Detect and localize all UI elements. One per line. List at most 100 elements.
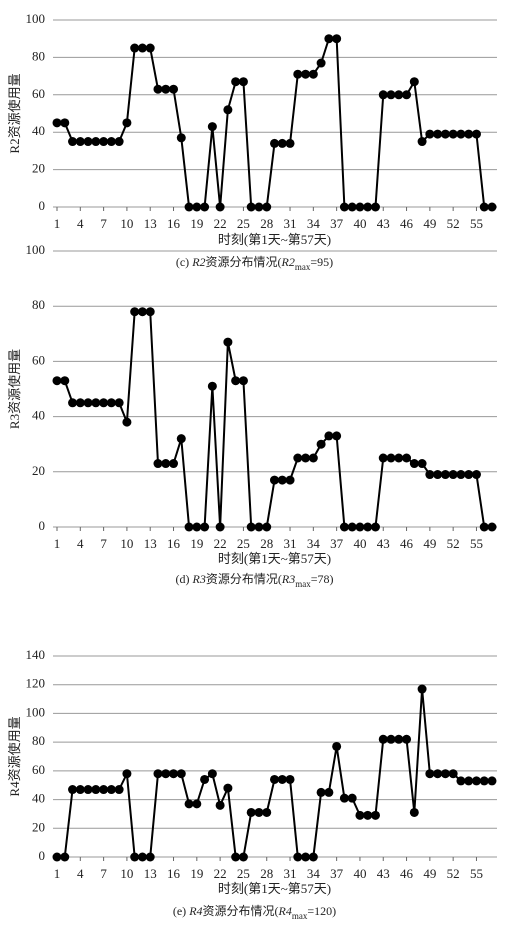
data-point (192, 522, 202, 532)
data-point (83, 785, 93, 795)
x-tick-label: 19 (190, 866, 203, 881)
y-tick-label: 40 (32, 408, 45, 423)
x-tick-label: 25 (237, 216, 250, 231)
x-tick-label: 46 (400, 216, 414, 231)
x-tick-label: 22 (214, 216, 227, 231)
data-point (425, 129, 435, 139)
data-point (378, 90, 388, 100)
data-point (487, 776, 497, 786)
data-point (215, 522, 225, 532)
data-point (332, 741, 342, 751)
data-point (479, 522, 489, 532)
data-point (355, 810, 365, 820)
data-point (122, 417, 132, 427)
data-point (386, 453, 396, 463)
caption-part: =120) (307, 904, 336, 918)
data-point (106, 785, 116, 795)
caption: (e) R4资源分布情况(R4max=120) (173, 904, 336, 921)
x-tick-label: 43 (377, 536, 390, 551)
data-point (137, 852, 147, 862)
x-tick-label: 40 (353, 216, 366, 231)
data-point (207, 122, 217, 132)
y-tick-label: 0 (39, 198, 46, 213)
data-point (479, 776, 489, 786)
data-point (153, 459, 163, 469)
y-tick-label: 80 (32, 48, 45, 63)
data-point (479, 202, 489, 212)
data-point (301, 852, 311, 862)
data-point (91, 785, 101, 795)
caption-part: (c) (176, 255, 192, 269)
x-tick-label: 1 (54, 536, 61, 551)
data-point (378, 734, 388, 744)
y-tick-label: 40 (32, 123, 45, 138)
data-point (231, 77, 241, 87)
x-tick-label: 55 (470, 536, 483, 551)
data-point (114, 785, 124, 795)
caption: (d) R3资源分布情况(R3max=78) (176, 572, 334, 589)
data-point (363, 522, 373, 532)
x-tick-label: 16 (167, 216, 181, 231)
data-point (448, 470, 458, 480)
data-point (293, 453, 303, 463)
x-tick-label: 16 (167, 536, 181, 551)
data-point (145, 852, 155, 862)
data-point (238, 376, 248, 386)
data-point (417, 684, 427, 694)
data-point (324, 34, 334, 44)
data-point (355, 202, 365, 212)
data-point (433, 129, 443, 139)
data-point (456, 129, 466, 139)
data-point (184, 202, 194, 212)
x-axis-label: 时刻(第1天~第57天) (218, 551, 331, 566)
x-tick-label: 52 (447, 866, 460, 881)
data-point (184, 522, 194, 532)
x-tick-label: 7 (100, 866, 107, 881)
data-point (316, 787, 326, 797)
x-tick-label: 31 (284, 536, 297, 551)
data-point (60, 376, 70, 386)
x-axis-label: 时刻(第1天~第57天) (218, 232, 331, 247)
data-line (57, 310, 492, 528)
data-point (293, 852, 303, 862)
data-point (254, 202, 264, 212)
x-tick-label: 37 (330, 866, 344, 881)
x-tick-label: 52 (447, 216, 460, 231)
data-point (409, 459, 419, 469)
x-tick-label: 49 (423, 216, 436, 231)
data-point (207, 381, 217, 391)
data-point (75, 785, 85, 795)
data-point (262, 807, 272, 817)
data-point (332, 431, 342, 441)
y-tick-label: 60 (32, 762, 45, 777)
x-tick-label: 4 (77, 866, 84, 881)
data-point (169, 459, 179, 469)
caption-part: (d) (176, 572, 193, 586)
caption-part: R2 (281, 255, 295, 269)
data-point (246, 522, 256, 532)
y-axis-label: R2资源使用量 (7, 73, 22, 153)
y-tick-label: 20 (32, 819, 45, 834)
data-point (339, 793, 349, 803)
data-point (207, 769, 217, 779)
data-point (440, 470, 450, 480)
x-tick-label: 22 (214, 866, 227, 881)
x-tick-label: 43 (377, 866, 390, 881)
x-tick-label: 10 (120, 536, 133, 551)
caption-part: max (295, 579, 311, 589)
x-tick-label: 55 (470, 216, 483, 231)
caption-part: 资源分布情况( (203, 904, 279, 918)
data-point (130, 852, 140, 862)
data-point (130, 307, 140, 317)
data-point (137, 43, 147, 53)
data-point (270, 475, 279, 485)
y-tick-label: 100 (26, 704, 46, 719)
data-point (456, 776, 466, 786)
data-point (223, 783, 233, 793)
caption-part: =95) (310, 255, 333, 269)
data-point (200, 774, 210, 784)
data-point (52, 118, 62, 128)
x-tick-label: 34 (307, 216, 321, 231)
x-tick-label: 55 (470, 866, 483, 881)
